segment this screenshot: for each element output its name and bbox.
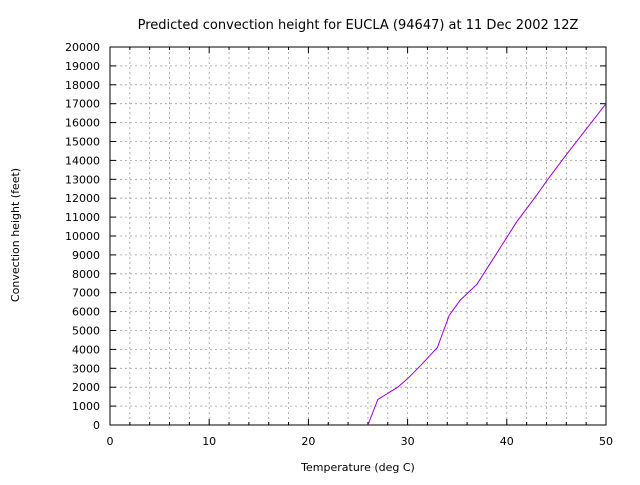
y-tick-label: 13000 xyxy=(65,173,100,186)
y-tick-label: 18000 xyxy=(65,79,100,92)
x-axis-label: Temperature (deg C) xyxy=(300,461,415,474)
chart-title: Predicted convection height for EUCLA (9… xyxy=(138,18,579,33)
y-tick-label: 3000 xyxy=(72,362,100,375)
grid xyxy=(110,47,606,425)
x-tick-label: 0 xyxy=(107,435,114,448)
y-tick-label: 11000 xyxy=(65,211,100,224)
y-tick-label: 16000 xyxy=(65,117,100,130)
ticks xyxy=(109,46,607,426)
x-tick-label: 40 xyxy=(500,435,514,448)
y-tick-label: 17000 xyxy=(65,98,100,111)
x-tick-label: 30 xyxy=(401,435,415,448)
x-tick-label: 50 xyxy=(599,435,613,448)
y-axis-label: Convection height (feet) xyxy=(9,168,22,302)
y-tick-labels: 0 1000 2000 3000 4000 5000 6000 7000 8000 9000 100… xyxy=(65,41,100,432)
y-tick-label: 5000 xyxy=(72,325,100,338)
y-tick-label: 8000 xyxy=(72,268,100,281)
y-tick-label: 7000 xyxy=(72,287,100,300)
y-tick-label: 10000 xyxy=(65,230,100,243)
series-line xyxy=(367,103,607,426)
y-tick-label: 1000 xyxy=(72,400,100,413)
y-tick-label: 20000 xyxy=(65,41,100,54)
y-tick-label: 2000 xyxy=(72,381,100,394)
y-tick-label: 0 xyxy=(93,419,100,432)
y-tick-label: 14000 xyxy=(65,154,100,167)
y-tick-label: 12000 xyxy=(65,192,100,205)
y-tick-label: 9000 xyxy=(72,249,100,262)
y-tick-label: 19000 xyxy=(65,60,100,73)
y-tick-label: 4000 xyxy=(72,343,100,356)
series xyxy=(367,103,607,426)
y-tick-label: 15000 xyxy=(65,136,100,149)
y-tick-label: 6000 xyxy=(72,306,100,319)
x-tick-label: 20 xyxy=(301,435,315,448)
x-tick-label: 10 xyxy=(202,435,216,448)
x-tick-labels: 0 10 20 30 40 50 xyxy=(107,435,614,448)
